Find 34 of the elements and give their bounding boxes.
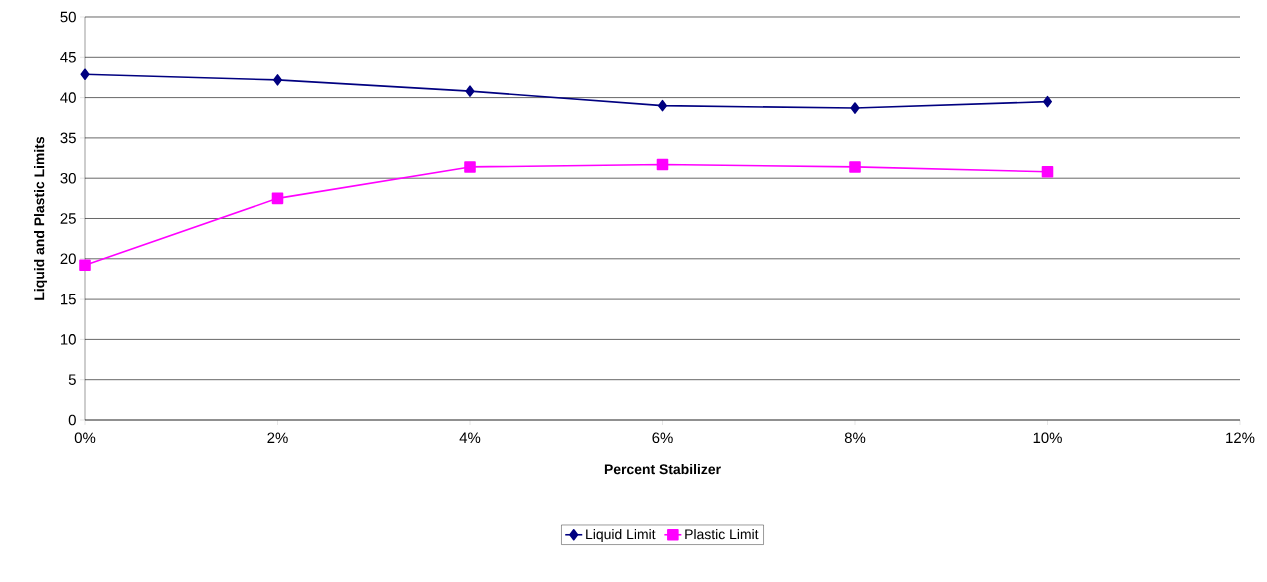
point bbox=[657, 99, 668, 112]
point bbox=[79, 259, 91, 272]
legend-label: Plastic Limit bbox=[685, 528, 759, 540]
x-tick-label: 6% bbox=[652, 432, 673, 444]
point bbox=[850, 102, 860, 114]
point bbox=[464, 161, 476, 173]
y-tick-label: 45 bbox=[60, 52, 76, 63]
y-tick-label: 35 bbox=[60, 132, 76, 144]
y-tick-label: 20 bbox=[60, 253, 76, 265]
point bbox=[272, 74, 283, 86]
x-tick-label: 0% bbox=[74, 432, 96, 444]
point bbox=[1042, 95, 1053, 108]
x-tick-label: 8% bbox=[844, 432, 866, 444]
y-tick-label: 40 bbox=[60, 92, 76, 103]
point bbox=[849, 161, 861, 173]
point bbox=[271, 192, 284, 205]
point bbox=[1041, 165, 1054, 178]
y-tick-label: 50 bbox=[60, 11, 76, 23]
y-tick-label: 0 bbox=[68, 414, 76, 426]
x-tick-label: 2% bbox=[267, 432, 288, 444]
x-tick-label: 10% bbox=[1033, 432, 1062, 444]
y-tick-label: 25 bbox=[60, 213, 76, 224]
x-tick-label: 4% bbox=[459, 432, 481, 443]
y-tick-label: 10 bbox=[61, 334, 76, 345]
y-tick-label: 5 bbox=[68, 374, 76, 385]
point bbox=[465, 85, 475, 97]
point bbox=[656, 158, 669, 171]
x-tick-label: 12% bbox=[1226, 432, 1255, 444]
point bbox=[80, 68, 90, 80]
x-axis-title: Percent Stabilizer bbox=[604, 463, 721, 475]
legend-label: Liquid Limit bbox=[586, 528, 656, 542]
y-tick-label: 15 bbox=[61, 293, 76, 305]
y-axis-title: Liquid and Plastic Limits bbox=[34, 136, 48, 300]
y-tick-label: 30 bbox=[60, 172, 76, 184]
